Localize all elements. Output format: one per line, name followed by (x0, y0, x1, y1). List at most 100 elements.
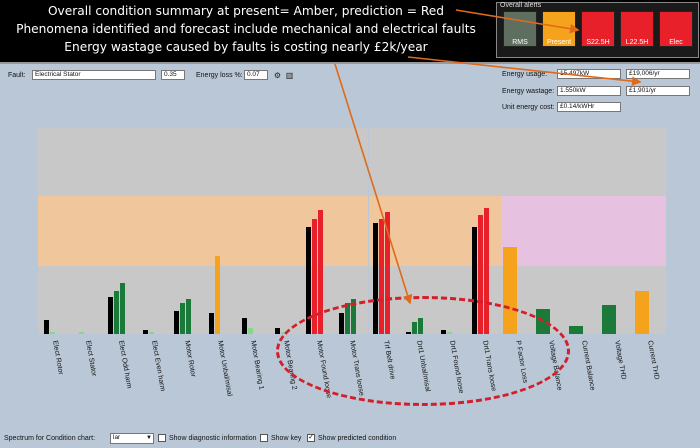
bar-black (44, 319, 49, 334)
energy-wastage-kw: 1.550kW (557, 86, 621, 96)
bar-black (372, 222, 378, 334)
bar-red (477, 214, 483, 334)
zone-band (599, 195, 633, 266)
overall-alerts-title: Overall alerts (500, 2, 542, 9)
bar-amber (215, 255, 221, 334)
bar-black (242, 317, 248, 334)
alert-s22-5h[interactable] (581, 11, 615, 47)
zone-band (71, 266, 105, 334)
bar-black (108, 296, 114, 334)
arrow-to-cost (407, 56, 642, 86)
energy-usage-label: Energy usage: (502, 71, 548, 78)
alert-rms[interactable] (503, 11, 537, 47)
fault-score-field[interactable]: 0.35 (161, 70, 185, 80)
zone-band (434, 195, 468, 266)
zone-band (500, 128, 534, 196)
bottom-controls: Spectrum for Condition chart: lar ▼ Show… (0, 432, 700, 446)
chart-column[interactable] (104, 128, 138, 334)
bar-light-green (79, 331, 85, 334)
zone-band (632, 128, 666, 196)
bar-red (384, 212, 390, 334)
chart-column[interactable] (137, 128, 171, 334)
zone-band (236, 266, 270, 334)
zone-band (170, 195, 204, 266)
chevron-down-icon: ▼ (146, 435, 152, 441)
zone-band (137, 195, 171, 266)
bar-green (114, 290, 120, 334)
zone-band (38, 266, 71, 334)
energy-wastage-cost: £1,901/yr (626, 86, 690, 96)
bar-light-green (248, 327, 254, 334)
bar-black (306, 226, 312, 334)
zone-band (566, 266, 600, 334)
zone-band (236, 128, 270, 196)
zone-band (335, 128, 369, 196)
show-key-label: Show key (271, 435, 302, 442)
show-diagnostic-label: Show diagnostic information (169, 435, 257, 442)
bar-amber (634, 290, 649, 334)
chart-column[interactable] (566, 128, 600, 334)
zone-band (533, 195, 567, 266)
highlight-ellipse (276, 296, 570, 406)
chart-column[interactable] (203, 128, 237, 334)
alert-label: S22.5H (586, 39, 610, 46)
chart-icon[interactable]: ▥ (285, 71, 294, 80)
banner-line-3: Energy wastage caused by faults is costi… (64, 40, 428, 54)
zone-band (137, 266, 171, 334)
alert-elec[interactable] (659, 11, 693, 47)
bar-green (601, 305, 616, 334)
zone-band (236, 195, 270, 266)
spectrum-select-value: lar (113, 434, 121, 441)
zone-band (38, 128, 71, 196)
arrow-to-alerts (455, 9, 580, 34)
show-predicted-checkbox[interactable]: ✓ (307, 434, 315, 442)
bar-light-green (50, 331, 55, 334)
settings-icon[interactable]: ⚙ (273, 71, 282, 80)
alert-label: Elec (669, 39, 683, 46)
zone-band (104, 195, 138, 266)
zone-band (137, 128, 171, 196)
zone-band (368, 128, 402, 196)
zone-band (302, 128, 336, 196)
chart-column[interactable] (170, 128, 204, 334)
zone-band (533, 128, 567, 196)
bar-green (120, 282, 126, 334)
fault-label: Fault: (8, 72, 26, 79)
condition-chart: Elect Rotor Elect Stator Elect Odd harm Ele… (0, 128, 700, 404)
zone-band (269, 128, 303, 196)
chart-column[interactable] (236, 128, 270, 334)
chart-column[interactable] (467, 128, 501, 334)
zone-band (203, 195, 237, 266)
energy-usage-kw: 15.497kW (557, 69, 621, 79)
chart-column[interactable] (38, 128, 71, 334)
energy-loss-label: Energy loss %: (196, 72, 243, 79)
chart-column[interactable] (632, 128, 666, 334)
zone-band (269, 195, 303, 266)
show-key-checkbox[interactable] (260, 434, 268, 442)
zone-band (632, 195, 666, 266)
bar-red (483, 208, 489, 334)
alert-l22-5h[interactable] (620, 11, 654, 47)
alert-label: Present (546, 39, 572, 46)
zone-band (170, 128, 204, 196)
zone-band (566, 195, 600, 266)
zone-band (434, 128, 468, 196)
chart-column[interactable] (71, 128, 105, 334)
fault-field[interactable]: Electrical Stator (32, 70, 156, 80)
energy-loss-field[interactable]: 0.07 (244, 70, 268, 80)
bar-black (471, 226, 477, 334)
show-predicted-label: Show predicted condition (318, 435, 397, 442)
banner-line-1: Overall condition summary at present= Am… (47, 4, 445, 18)
zone-band (566, 128, 600, 196)
spectrum-select[interactable]: lar ▼ (110, 433, 154, 444)
bar-red (312, 218, 318, 334)
zone-band (104, 128, 138, 196)
alert-label: RMS (512, 39, 528, 46)
show-diagnostic-checkbox[interactable] (158, 434, 166, 442)
zone-band (401, 128, 435, 196)
unit-cost-field: £0.14/kWHr (557, 102, 621, 112)
chart-column[interactable] (599, 128, 633, 334)
unit-cost-label: Unit energy cost: (502, 104, 555, 111)
